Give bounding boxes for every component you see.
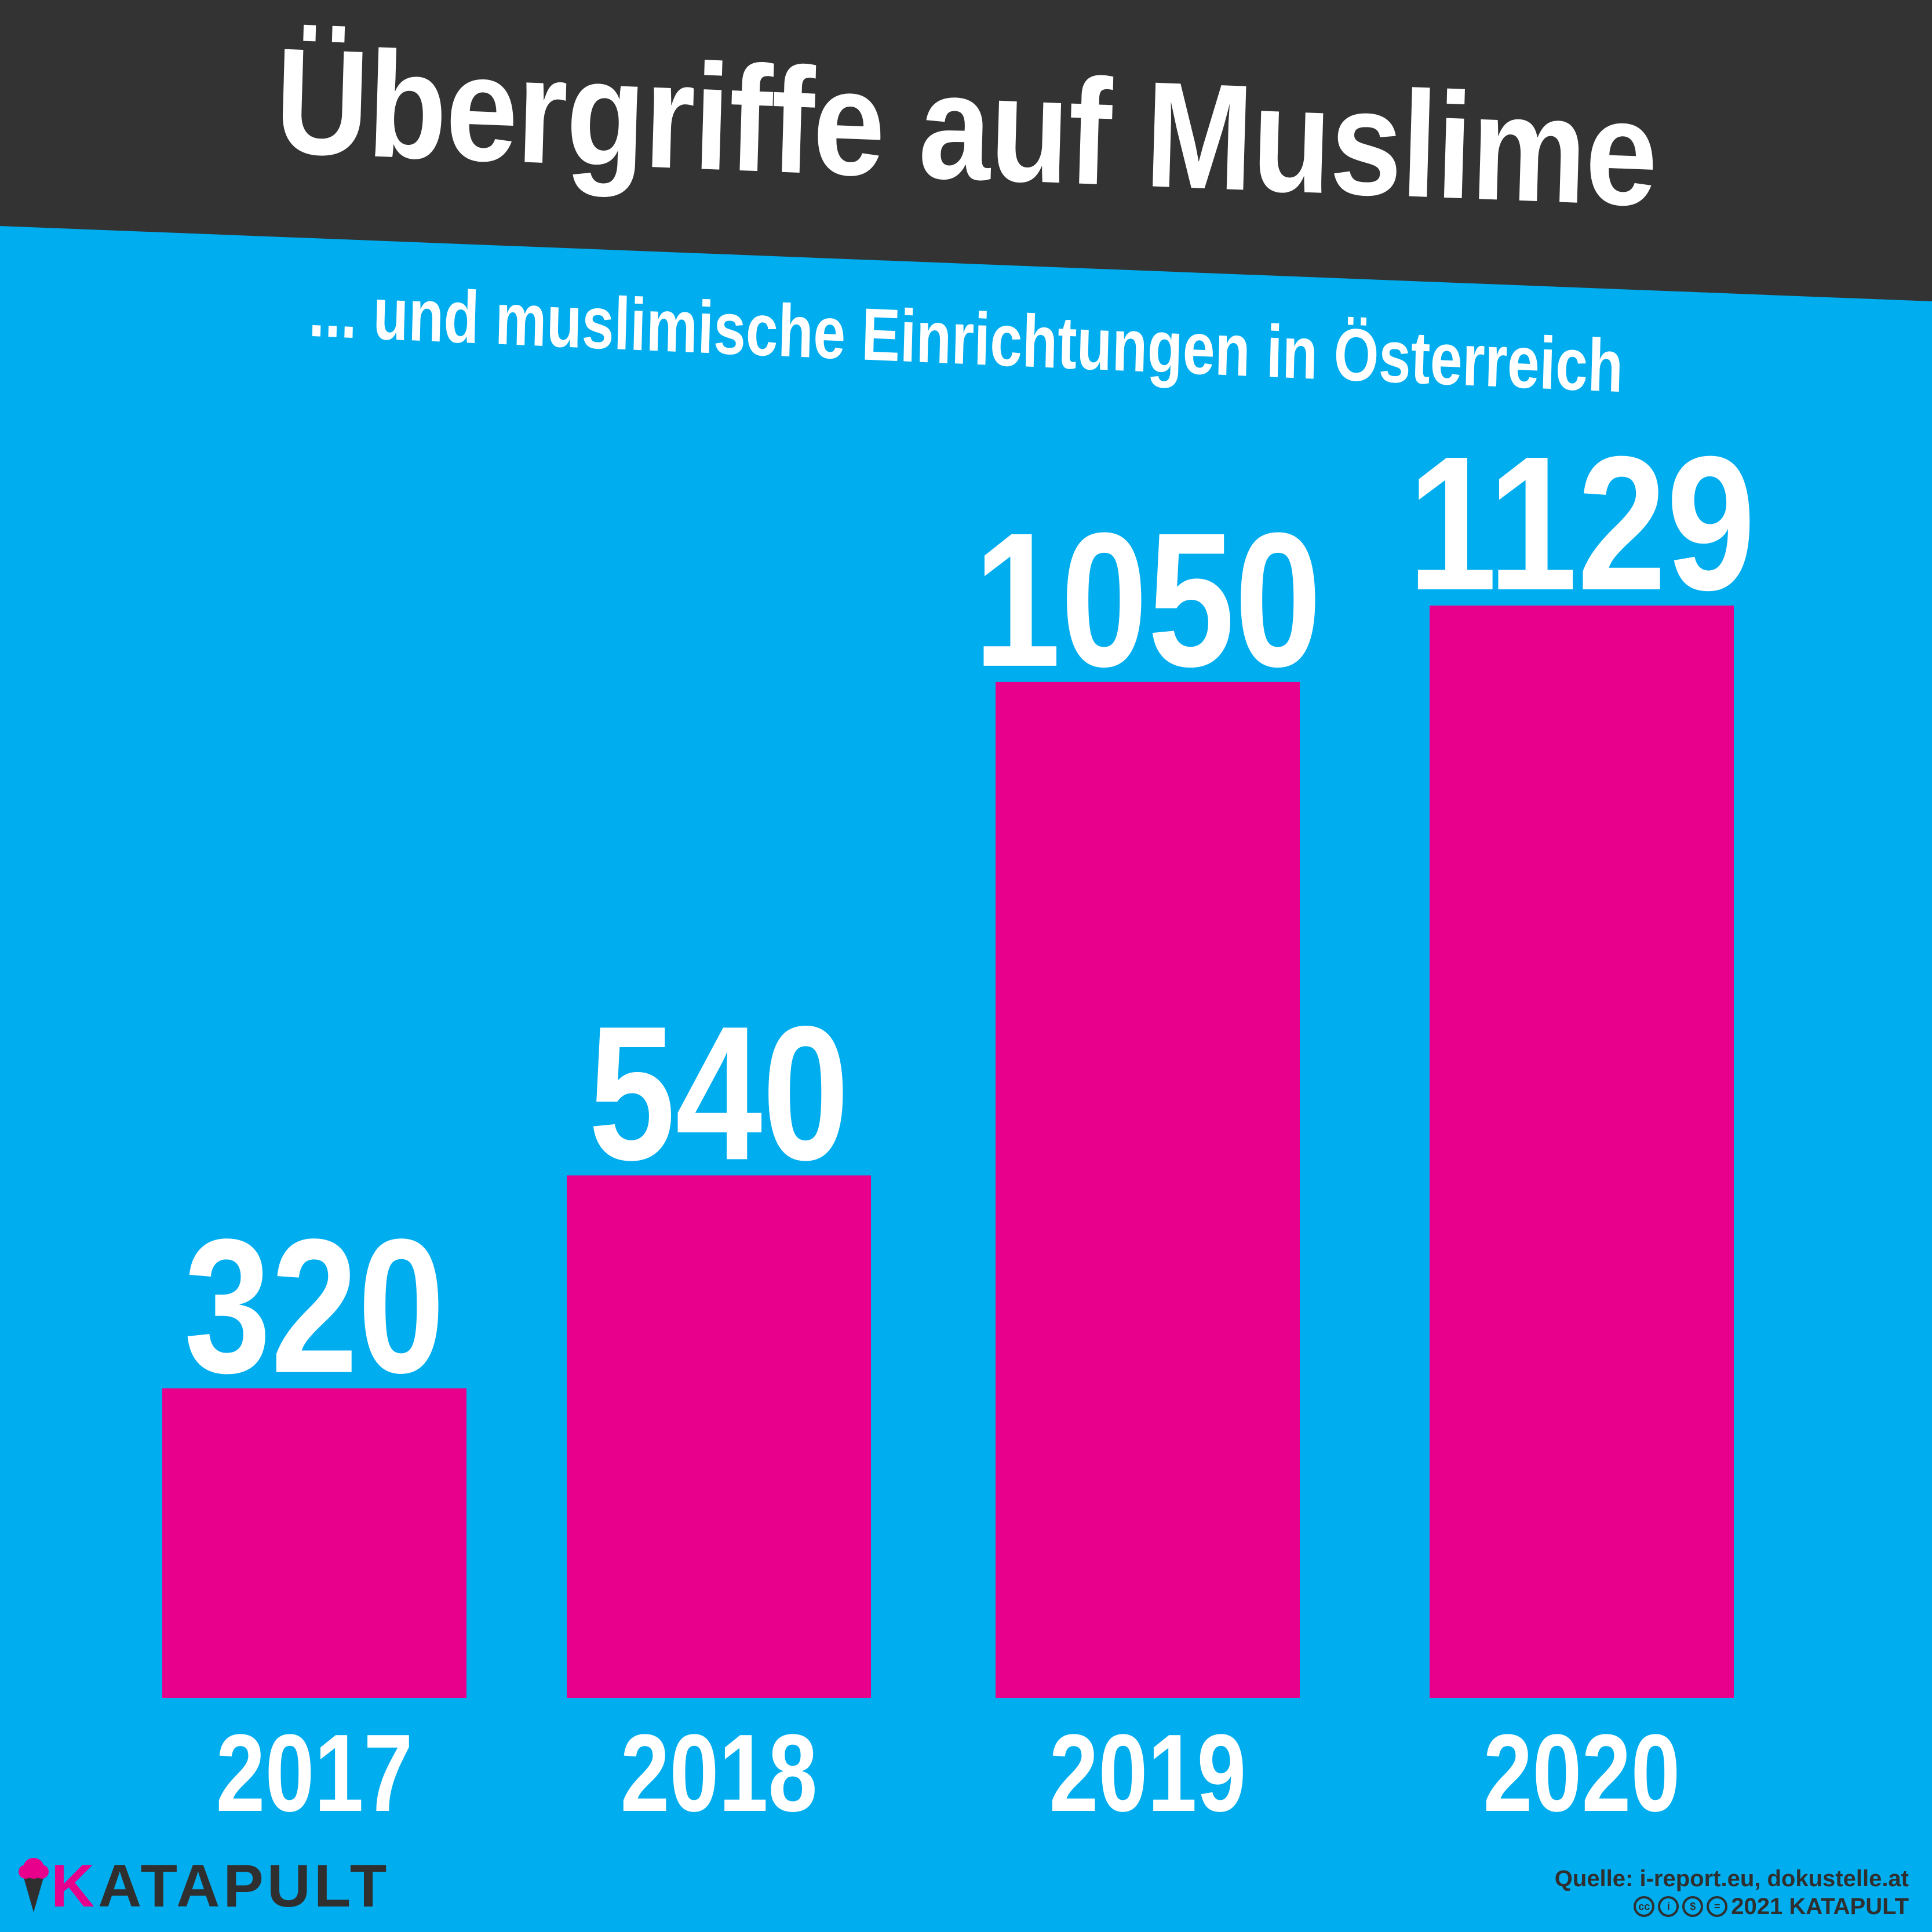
- nc-icon: $: [1682, 1896, 1704, 1917]
- bar-2018: [567, 1175, 871, 1698]
- x-tick-label-2019: 2019: [1049, 1712, 1246, 1835]
- cc-icon: cc: [1634, 1896, 1655, 1917]
- bar-2017: [162, 1388, 466, 1698]
- value-label-2018: 540: [589, 986, 850, 1200]
- value-label-2020: 1129: [1408, 416, 1756, 630]
- by-icon: i: [1658, 1896, 1679, 1917]
- bar-2020: [1430, 606, 1734, 1698]
- nd-icon: =: [1707, 1896, 1728, 1917]
- source-text: Quelle: i-report.eu, dokustelle.at: [1554, 1866, 1909, 1891]
- value-label-2017: 320: [184, 1199, 445, 1413]
- copyright-text: 2021 KATAPULT: [1731, 1894, 1909, 1919]
- brand-name: KATAPULT: [51, 1853, 391, 1920]
- bar-2019: [996, 681, 1300, 1698]
- value-label-2019: 1050: [974, 493, 1322, 706]
- catapult-icon: [19, 1858, 49, 1912]
- source-note: Quelle: i-report.eu, dokustelle.at cc i …: [1555, 1865, 1909, 1920]
- x-tick-label-2018: 2018: [621, 1712, 818, 1835]
- x-tick-label-2017: 2017: [216, 1712, 413, 1835]
- x-tick-label-2020: 2020: [1483, 1712, 1681, 1835]
- katapult-logo: KATAPULT: [16, 1854, 390, 1918]
- license-row: cc i $ = 2021 KATAPULT: [1555, 1893, 1909, 1920]
